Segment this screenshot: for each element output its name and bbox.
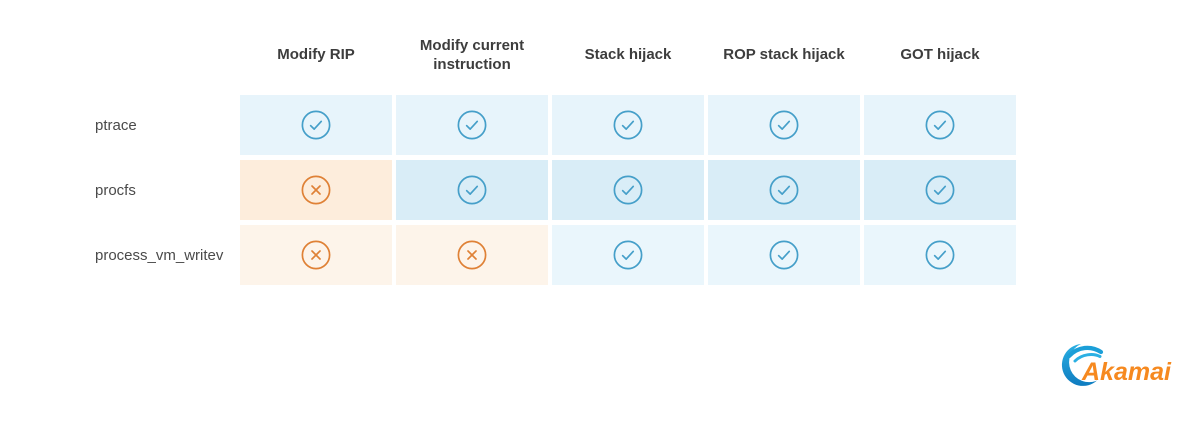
capability-matrix: Modify RIP Modify current instruction St… <box>95 20 1016 285</box>
matrix-cell <box>240 225 392 285</box>
check-in-circle-icon <box>925 175 955 205</box>
column-header-stack-hijack: Stack hijack <box>584 46 672 64</box>
check-in-circle-icon <box>301 110 331 140</box>
check-in-circle-icon <box>769 240 799 270</box>
check-in-circle-icon <box>613 240 643 270</box>
akamai-swoosh-icon: Akamai <box>1061 344 1172 386</box>
akamai-wordmark: Akamai <box>1081 358 1172 386</box>
matrix-cell <box>552 225 704 285</box>
matrix-cell <box>708 95 860 155</box>
matrix-cell <box>240 160 392 220</box>
matrix-corner-spacer <box>95 20 236 90</box>
matrix-cell <box>864 160 1016 220</box>
matrix-cell <box>708 160 860 220</box>
check-in-circle-icon <box>925 110 955 140</box>
column-header-modify-rip: Modify RIP <box>277 46 355 64</box>
check-in-circle-icon <box>925 240 955 270</box>
row-label-ptrace: ptrace <box>95 116 137 134</box>
check-in-circle-icon <box>613 175 643 205</box>
matrix-cell <box>396 225 548 285</box>
check-in-circle-icon <box>769 175 799 205</box>
akamai-logo: Akamai <box>1056 342 1172 390</box>
matrix-cell <box>864 225 1016 285</box>
x-in-circle-icon <box>301 240 331 270</box>
row-label-procfs: procfs <box>95 181 136 199</box>
matrix-cell <box>552 160 704 220</box>
matrix-cell <box>396 95 548 155</box>
check-in-circle-icon <box>457 175 487 205</box>
x-in-circle-icon <box>457 240 487 270</box>
matrix-cell <box>864 95 1016 155</box>
column-header-modify-current-instruction: Modify current instruction <box>419 36 525 74</box>
matrix-cell <box>552 95 704 155</box>
matrix-cell <box>708 225 860 285</box>
column-header-rop-stack-hijack: ROP stack hijack <box>723 46 845 64</box>
x-in-circle-icon <box>301 175 331 205</box>
row-label-process-vm-writev: process_vm_writev <box>95 246 224 264</box>
check-in-circle-icon <box>457 110 487 140</box>
matrix-cell <box>396 160 548 220</box>
matrix-cell <box>240 95 392 155</box>
check-in-circle-icon <box>769 110 799 140</box>
check-in-circle-icon <box>613 110 643 140</box>
column-header-got-hijack: GOT hijack <box>900 46 980 64</box>
